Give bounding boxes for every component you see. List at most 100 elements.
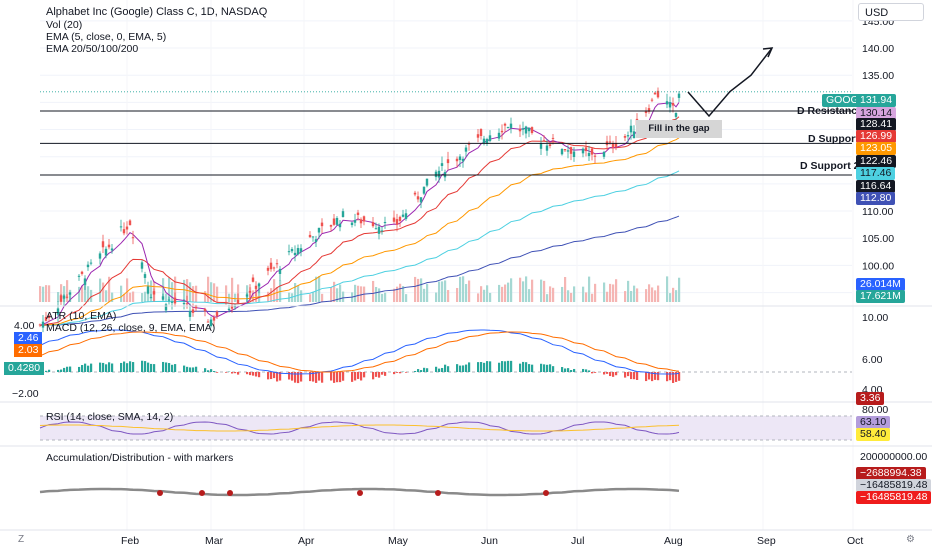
macd-histogram-bar xyxy=(237,372,240,375)
volume-bar xyxy=(423,288,426,302)
volume-bar xyxy=(528,289,531,302)
macd-histogram-bar xyxy=(168,363,171,372)
macd-histogram-bar xyxy=(360,372,363,381)
volume-bar xyxy=(654,290,657,302)
candle-body xyxy=(62,295,66,299)
candle-body xyxy=(539,143,543,149)
macd-histogram-bar xyxy=(246,372,249,375)
macd-histogram-bar xyxy=(249,372,252,376)
volume-bar xyxy=(426,283,429,302)
macd-histogram-bar xyxy=(69,366,72,372)
volume-bar xyxy=(666,276,669,302)
volume-bar xyxy=(399,283,402,302)
signal-value-tag: 2.03 xyxy=(14,344,43,357)
ema200-line xyxy=(39,215,680,326)
macd-histogram-bar xyxy=(63,367,66,372)
candle-body xyxy=(413,192,417,195)
volume-bar xyxy=(381,293,384,302)
macd-histogram-bar xyxy=(582,368,585,372)
candle-body xyxy=(467,143,471,145)
volume-bar xyxy=(378,288,381,302)
candle-body xyxy=(206,321,210,323)
macd-histogram-bar xyxy=(60,369,63,372)
volume-bar xyxy=(375,286,378,302)
candle-body xyxy=(77,275,81,277)
candle-body xyxy=(401,214,405,217)
volume-bar xyxy=(522,281,525,302)
candle-body xyxy=(614,143,618,148)
volume-bar xyxy=(102,282,105,302)
candle-body xyxy=(182,302,186,305)
candle-body xyxy=(497,132,501,139)
volume-bar xyxy=(132,291,135,302)
settings-icon[interactable]: ⚙ xyxy=(906,534,915,545)
macd-histogram-bar xyxy=(456,364,459,372)
volume-bar xyxy=(210,282,213,302)
candle-body xyxy=(608,141,612,143)
macd-histogram-bar xyxy=(291,372,294,381)
rsi-top-tick: 80.00 xyxy=(862,404,889,416)
macd-histogram-bar xyxy=(300,372,303,382)
candle-body xyxy=(194,305,198,309)
volume-bar xyxy=(624,291,627,302)
macd-value-tag: 2.46 xyxy=(14,332,43,345)
macd-histogram-bar xyxy=(102,362,105,372)
candle-body xyxy=(509,123,513,128)
macd-histogram-bar xyxy=(78,366,81,372)
macd-top-tick: 4.00 xyxy=(14,320,35,332)
volume-bar xyxy=(84,282,87,302)
rsi-sma-line xyxy=(39,424,680,432)
macd-histogram-bar xyxy=(351,372,354,382)
volume-bar xyxy=(525,276,528,302)
volume-bar xyxy=(81,286,84,302)
candle-body xyxy=(572,151,576,158)
macd-histogram-bar xyxy=(132,362,135,372)
candle-body xyxy=(272,267,276,269)
candle-body xyxy=(278,268,282,274)
macd-histogram-bar xyxy=(66,366,69,372)
volume-bar xyxy=(414,276,417,302)
macd-histogram-bar xyxy=(123,361,126,372)
candle-body xyxy=(164,304,168,311)
candle-body xyxy=(611,143,615,148)
candle-body xyxy=(98,253,102,259)
d-resistance-label: D Resistance xyxy=(797,105,863,117)
x-tick-label: Feb xyxy=(121,535,139,547)
candle-body xyxy=(632,131,636,139)
ema5-tag: 130.14 xyxy=(856,107,897,120)
volume-bar xyxy=(570,292,573,302)
candle-body xyxy=(143,274,147,278)
candle-body xyxy=(674,112,678,117)
volume-bar xyxy=(438,281,441,302)
volume-bars xyxy=(39,276,681,302)
macd-bottom-tick: −2.00 xyxy=(12,388,39,400)
volume-bar xyxy=(498,284,501,302)
macd-histogram-bar xyxy=(483,362,486,372)
macd-histogram-bar xyxy=(438,368,441,372)
candle-body xyxy=(566,150,570,152)
volume-bar xyxy=(45,285,48,302)
volume-bar xyxy=(612,284,615,302)
macd-histogram-bar xyxy=(441,367,444,372)
volume-bar xyxy=(336,288,339,302)
macd-histogram-bar xyxy=(606,372,609,374)
timezone-icon[interactable]: Z xyxy=(18,534,25,545)
candle-body xyxy=(506,127,510,129)
macd-histogram-bar xyxy=(234,372,237,374)
macd-histogram-bar xyxy=(318,372,321,381)
volume-bar xyxy=(552,287,555,302)
macd-histogram-bar xyxy=(312,372,315,382)
currency-select[interactable]: USD xyxy=(858,3,924,21)
macd-histogram-bar xyxy=(414,370,417,372)
macd-histogram-bar xyxy=(435,366,438,372)
volume-bar xyxy=(165,293,168,302)
candle-body xyxy=(524,126,528,134)
atr-value-tag: 3.36 xyxy=(856,392,885,405)
macd-histogram-bar xyxy=(501,361,504,372)
macd-histogram-bar xyxy=(654,372,657,380)
candle-body xyxy=(65,296,69,298)
volume-bar xyxy=(66,280,69,302)
volume-bar xyxy=(606,291,609,302)
candle-body xyxy=(665,101,669,105)
candle-body xyxy=(434,171,438,178)
